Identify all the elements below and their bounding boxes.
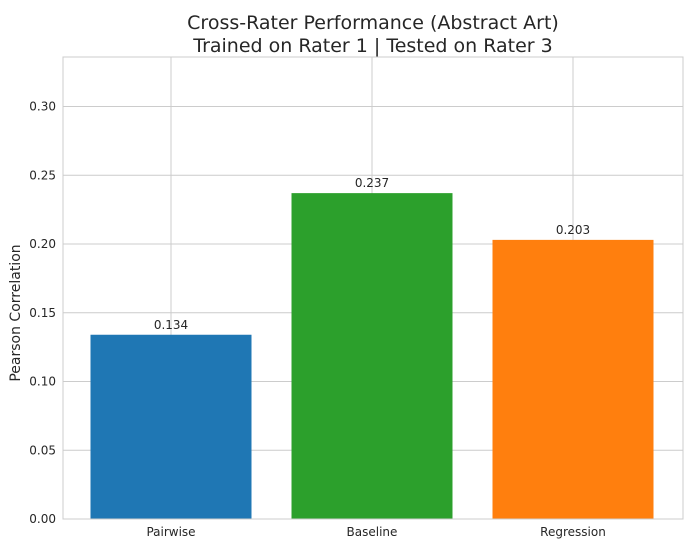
tick-labels: 0.00 0.05 0.10 0.15 0.20 0.25 0.30 Pairwise Base…: [29, 100, 606, 540]
chart-title-line-1: Cross-Rater Performance (Abstract Art): [187, 12, 559, 34]
y-tick-label: 0.25: [29, 168, 56, 182]
x-tick-label-pairwise: Pairwise: [146, 525, 195, 539]
data-label-baseline: 0.237: [355, 176, 389, 190]
y-tick-label: 0.05: [29, 443, 56, 457]
y-tick-label: 0.15: [29, 306, 56, 320]
data-label-regression: 0.203: [556, 223, 590, 237]
bar-regression: [492, 239, 654, 519]
x-tick-label-baseline: Baseline: [347, 525, 398, 539]
data-label-pairwise: 0.134: [154, 318, 188, 332]
bar-pairwise: [90, 334, 252, 519]
plot-frame: [62, 56, 684, 520]
y-tick-label: 0.20: [29, 237, 56, 251]
chart-title-line-2: Trained on Rater 1 | Tested on Rater 3: [192, 35, 553, 57]
y-tick-label: 0.00: [29, 512, 56, 526]
y-tick-label: 0.30: [29, 100, 56, 114]
bars: [90, 193, 654, 519]
y-tick-label: 0.10: [29, 375, 56, 389]
bar-baseline: [291, 193, 453, 519]
data-labels: 0.134 0.237 0.203: [154, 176, 590, 332]
x-tick-label-regression: Regression: [540, 525, 606, 539]
y-axis-label: Pearson Correlation: [8, 244, 24, 381]
